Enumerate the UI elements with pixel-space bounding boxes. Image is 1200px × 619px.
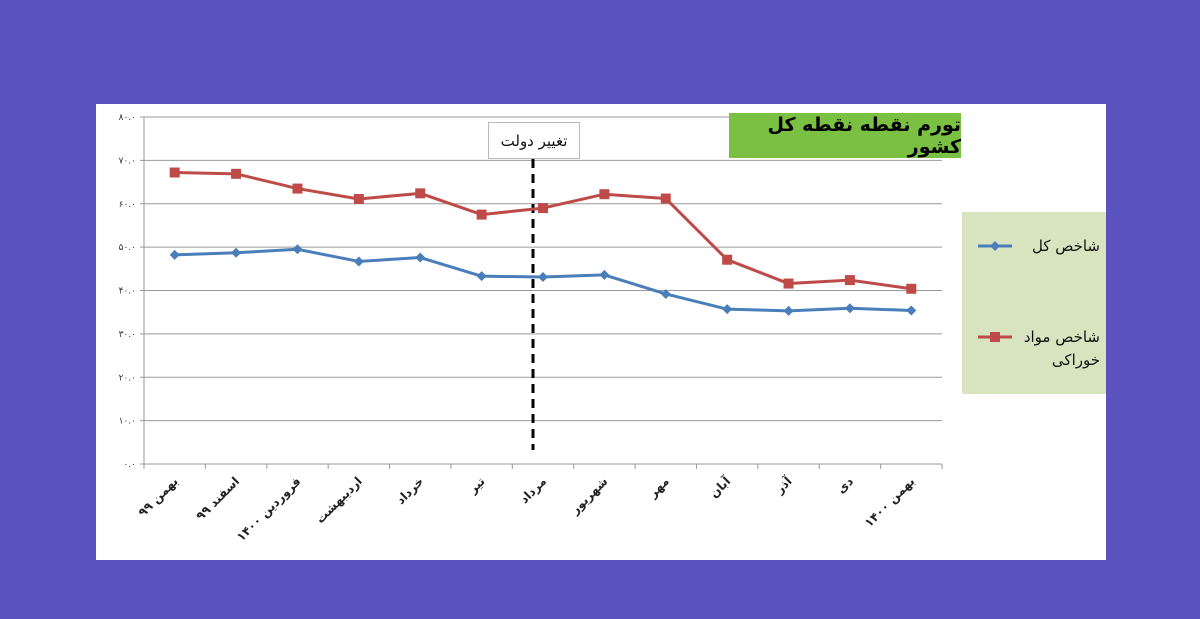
data-point-food: [599, 189, 610, 200]
chart-title: تورم نقطه نقطه کل کشور: [729, 113, 961, 158]
legend-item-index: شاخص کل: [978, 235, 1100, 258]
y-tick-label: ۵۰.۰: [119, 243, 136, 253]
data-point-food: [415, 188, 426, 199]
data-point-food: [169, 167, 180, 178]
y-tick-label: ۷۰.۰: [119, 156, 136, 166]
data-point-index: [169, 249, 180, 260]
x-tick-label: شهریور: [567, 474, 611, 518]
data-point-food: [722, 254, 733, 265]
data-point-food: [292, 183, 303, 194]
data-point-index: [722, 304, 733, 315]
data-point-index: [783, 305, 794, 316]
legend-label-index: شاخص کل: [1031, 237, 1100, 255]
data-point-food: [538, 203, 548, 214]
x-tick-label: اسفند ۹۹: [193, 474, 242, 523]
data-point-food: [353, 193, 364, 204]
data-point-food: [783, 278, 794, 289]
legend-swatch-food: [978, 326, 1012, 348]
annotation-label: تغییر دولت: [488, 122, 580, 159]
data-point-food: [476, 209, 487, 220]
y-tick-label: ۱۰.۰: [119, 417, 136, 427]
data-point-index: [538, 272, 548, 283]
y-tick-label: ۲۰.۰: [119, 373, 136, 383]
data-point-index: [844, 303, 855, 314]
x-tick-label: دی: [834, 474, 856, 496]
data-point-index: [906, 305, 917, 316]
x-tick-label: بهمن ۹۹: [135, 474, 180, 519]
data-point-index: [476, 271, 487, 282]
x-tick-label: مهر: [645, 474, 672, 501]
legend-label-food: شاخص مواد خوراکی: [1023, 328, 1100, 369]
y-tick-label: ۴۰.۰: [119, 287, 136, 297]
x-tick-label: مرداد: [517, 474, 549, 506]
data-point-food: [844, 275, 855, 286]
line-chart: ۰.۰ ۱۰.۰ ۲۰.۰ ۳۰.۰ ۴۰.۰ ۵۰.۰ ۶۰.۰ ۷۰.۰ ۸۰.۰ بهمن…: [119, 113, 943, 545]
data-point-index: [231, 247, 242, 258]
x-tick-label: خرداد: [393, 474, 426, 507]
y-tick-label: ۶۰.۰: [119, 200, 136, 210]
data-point-food: [906, 283, 917, 294]
data-point-index: [415, 252, 426, 263]
data-point-index: [353, 256, 364, 267]
y-tick-label: ۳۰.۰: [119, 330, 136, 340]
x-tick-label: آذر: [771, 473, 795, 497]
data-point-food: [660, 193, 671, 204]
data-point-index: [660, 288, 671, 299]
x-tick-label: اردیبهشت: [313, 474, 365, 526]
chart-card: ۰.۰ ۱۰.۰ ۲۰.۰ ۳۰.۰ ۴۰.۰ ۵۰.۰ ۶۰.۰ ۷۰.۰ ۸۰.۰ بهمن…: [96, 104, 1106, 560]
legend-swatch-index: [978, 235, 1012, 257]
data-point-index: [292, 244, 303, 255]
y-tick-label: ۰.۰: [123, 460, 136, 470]
x-tick-label: آبان: [706, 473, 734, 501]
legend-swatch-graphic: [978, 241, 1012, 251]
y-tick-label: ۸۰.۰: [119, 113, 136, 123]
legend-item-food: شاخص مواد خوراکی: [978, 326, 1100, 372]
series-line-1: [174, 171, 912, 291]
legend: شاخص کل شاخص مواد خوراکی: [962, 212, 1106, 394]
x-tick-label: بهمن ۱۴۰۰: [862, 474, 918, 530]
x-tick-label: تیر: [465, 474, 488, 497]
data-point-index: [599, 269, 610, 280]
data-point-food: [231, 168, 242, 179]
legend-swatch-graphic: [978, 332, 1012, 342]
x-tick-label: فروردین ۱۴۰۰: [234, 474, 304, 544]
